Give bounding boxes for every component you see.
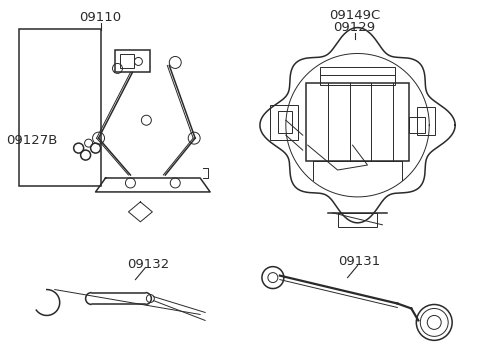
Text: 09110: 09110 (80, 11, 121, 24)
Bar (409, 117, 425, 133)
Text: 09132: 09132 (127, 258, 169, 271)
Bar (417, 107, 435, 135)
Bar (320, 67, 396, 85)
Text: 09149C: 09149C (329, 9, 380, 22)
Text: 09129: 09129 (334, 20, 376, 34)
Bar (306, 83, 409, 161)
Text: 09131: 09131 (338, 255, 381, 268)
Bar (270, 105, 298, 140)
Bar (116, 50, 150, 72)
Text: 09127B: 09127B (6, 134, 57, 146)
Bar (120, 54, 134, 68)
Bar (337, 213, 377, 227)
Bar (278, 111, 292, 133)
Bar (19, 29, 100, 186)
